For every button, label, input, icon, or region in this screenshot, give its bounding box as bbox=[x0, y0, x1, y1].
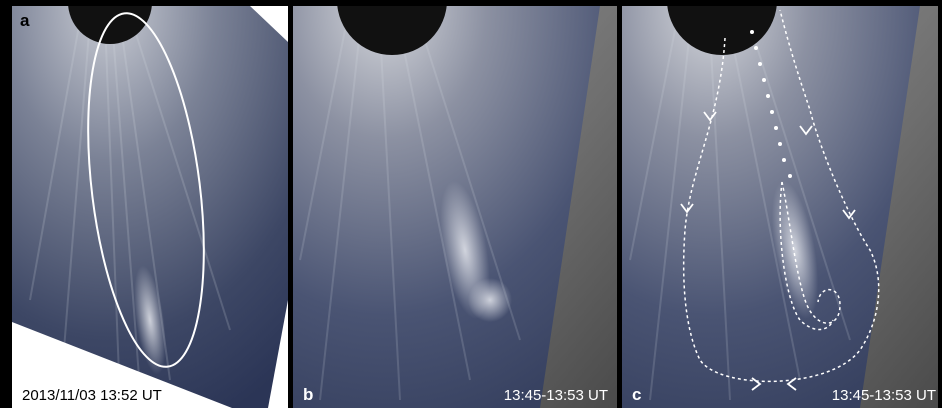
panel-a: a 2013/11/03 13:52 UT bbox=[12, 0, 288, 408]
figure: a 2013/11/03 13:52 UT b 13:45-13:53 UT bbox=[0, 0, 942, 408]
panel-label: c bbox=[632, 385, 641, 404]
panel-caption: 2013/11/03 13:52 UT bbox=[22, 387, 162, 404]
panel-c: c 13:45-13:53 UT bbox=[622, 0, 938, 408]
panel-label: a bbox=[20, 11, 30, 30]
panel-b: b 13:45-13:53 UT bbox=[293, 0, 617, 408]
panel-caption: 13:45-13:53 UT bbox=[832, 387, 936, 404]
panel-label: b bbox=[303, 385, 313, 404]
panel-caption: 13:45-13:53 UT bbox=[504, 387, 608, 404]
